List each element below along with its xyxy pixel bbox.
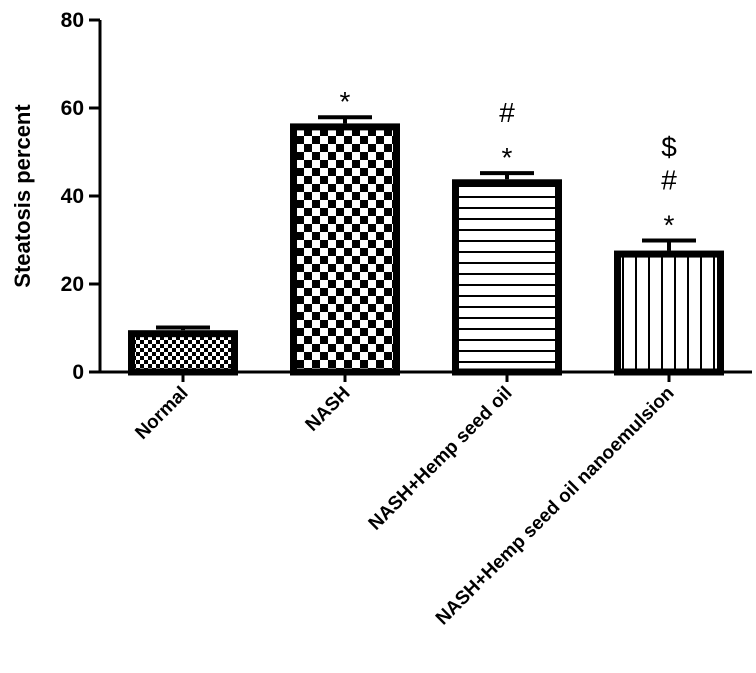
y-tick-label: 60 (61, 97, 84, 120)
significance-mark: # (499, 97, 515, 128)
x-tick-label: NASH+Hemp seed oil (365, 383, 517, 535)
x-tick-label: NASH (302, 383, 355, 436)
significance-mark: # (661, 164, 677, 195)
significance-mark: $ (661, 131, 677, 162)
y-tick-label: 80 (61, 9, 84, 32)
x-tick-label: Normal (131, 383, 192, 444)
significance-mark: * (502, 142, 513, 173)
bar-nash (290, 123, 400, 376)
y-tick-label: 20 (61, 273, 84, 296)
bar-nash-hemp-seed-oil-nanoemulsion (614, 250, 724, 376)
y-tick-label: 40 (61, 185, 84, 208)
bar-normal (128, 330, 238, 376)
significance-mark: * (340, 86, 351, 117)
y-tick-label: 0 (72, 361, 84, 384)
bar-nash-hemp-seed-oil (452, 179, 562, 376)
significance-mark: * (664, 209, 675, 240)
y-axis-title: Steatosis percent (10, 104, 35, 288)
bars (128, 115, 724, 376)
